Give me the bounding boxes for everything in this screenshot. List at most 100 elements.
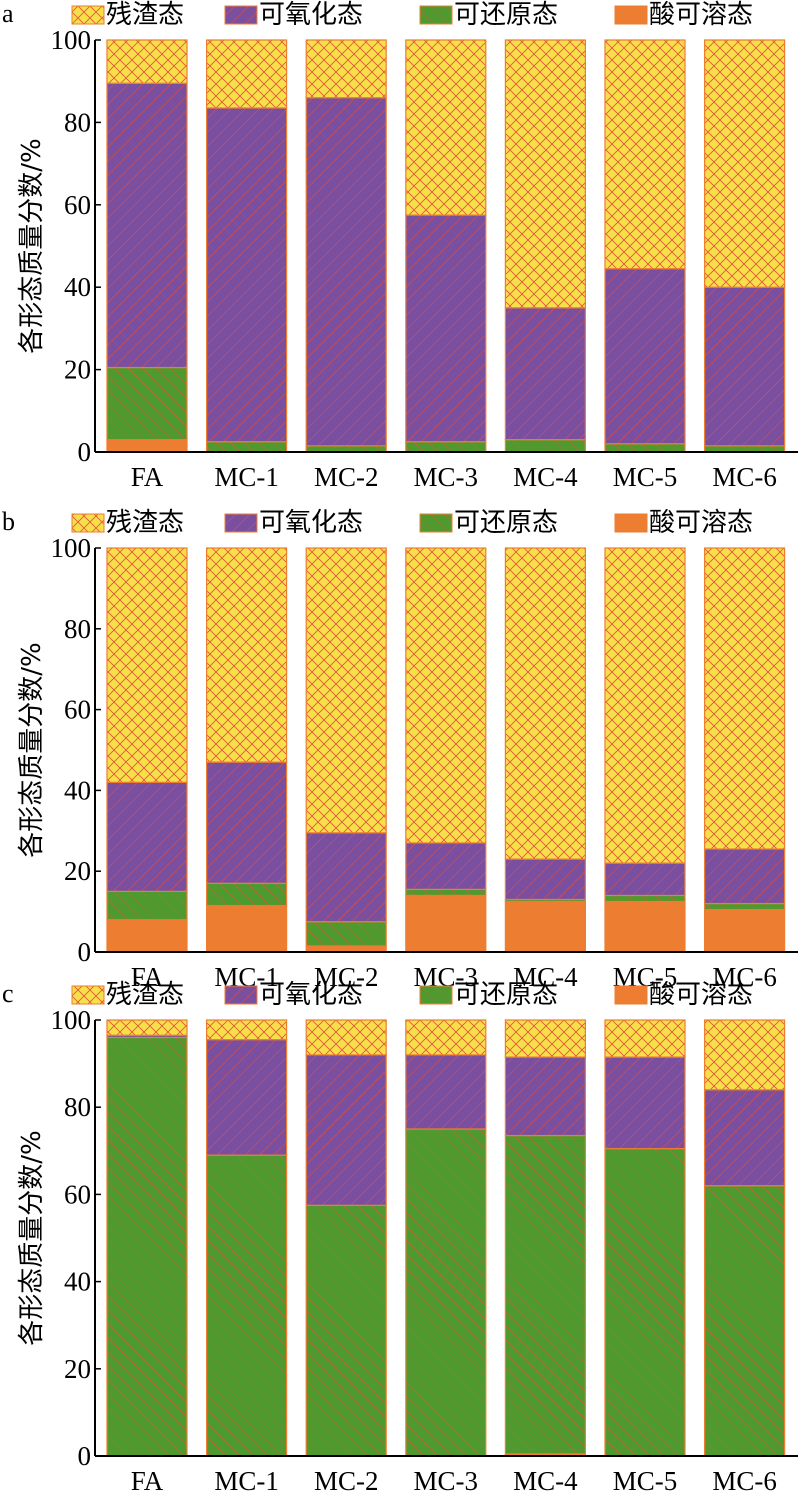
legend-label-residual: 残渣态	[106, 980, 184, 1010]
bar-oxidizable-mc-6	[703, 848, 786, 905]
x-tick-label-mc-6: MC-6	[712, 462, 777, 492]
x-tick-label-mc-1: MC-1	[214, 1466, 279, 1494]
x-tick-label-mc-4: MC-4	[513, 462, 578, 492]
bar-oxidizable-mc-5	[604, 1056, 686, 1150]
bar-residual-mc-1	[206, 1019, 288, 1041]
bar-residual-mc-2	[305, 39, 387, 99]
bar-oxidizable-mc-5	[604, 862, 686, 897]
bar-acid-soluble-mc-4	[504, 900, 586, 953]
bar-oxidizable-fa	[106, 82, 188, 369]
bar-oxidizable-mc-6	[703, 286, 786, 447]
bar-reducible-fa	[106, 366, 188, 441]
y-tick-label: 100	[51, 1005, 92, 1035]
bar-oxidizable-mc-2	[305, 97, 387, 447]
y-tick-label: 20	[64, 1354, 91, 1384]
bar-oxidizable-mc-1	[206, 761, 288, 884]
bar-residual-mc-5	[604, 547, 686, 864]
bar-residual-mc-1	[206, 39, 288, 109]
legend-swatch-oxidizable	[224, 5, 258, 25]
bar-reducible-mc-6	[703, 1185, 786, 1457]
bar-residual-mc-5	[604, 39, 686, 270]
legend-label-oxidizable: 可氧化态	[259, 980, 363, 1010]
bar-oxidizable-mc-1	[206, 1039, 288, 1156]
bar-reducible-mc-1	[206, 1154, 288, 1457]
panel-letter: c	[2, 979, 14, 1008]
bar-residual-mc-4	[504, 547, 586, 860]
bar-oxidizable-mc-3	[405, 214, 487, 443]
y-axis-label: 各形态质量分数/%	[17, 1130, 47, 1345]
bar-reducible-mc-1	[206, 882, 288, 907]
x-tick-label-mc-3: MC-3	[414, 462, 479, 492]
y-tick-label: 40	[64, 272, 91, 302]
x-tick-label-fa: FA	[131, 462, 164, 492]
bar-residual-mc-4	[504, 1019, 586, 1058]
bar-oxidizable-fa	[106, 781, 188, 893]
bar-reducible-mc-5	[604, 1148, 686, 1457]
x-tick-label-mc-2: MC-2	[314, 1466, 379, 1494]
legend-label-reducible: 可还原态	[454, 980, 558, 1010]
bar-reducible-mc-4	[504, 1134, 586, 1455]
legend-swatch-reducible	[419, 985, 453, 1005]
bar-oxidizable-mc-2	[305, 1054, 387, 1206]
y-tick-label: 60	[64, 1179, 91, 1209]
y-tick-label: 0	[78, 1441, 92, 1471]
bar-residual-mc-5	[604, 1019, 686, 1058]
y-tick-label: 100	[51, 25, 92, 55]
bar-reducible-mc-5	[604, 894, 686, 903]
y-tick-label: 20	[64, 856, 91, 886]
x-tick-label-mc-6: MC-6	[712, 1466, 777, 1494]
legend: 残渣态 可氧化态 可还原态 酸可溶态	[71, 980, 753, 1010]
bar-residual-mc-6	[703, 1019, 786, 1091]
x-tick-label-mc-3: MC-3	[414, 1466, 479, 1494]
legend-label-acid-soluble: 酸可溶态	[649, 508, 753, 538]
x-tick-label-mc-4: MC-4	[513, 962, 578, 992]
bar-oxidizable-mc-5	[604, 268, 686, 445]
y-tick-label: 0	[78, 437, 92, 467]
legend-swatch-oxidizable	[224, 985, 258, 1005]
bar-oxidizable-mc-4	[504, 307, 586, 441]
legend-label-oxidizable: 可氧化态	[259, 508, 363, 538]
bar-oxidizable-mc-4	[504, 1056, 586, 1137]
y-tick-label: 0	[78, 937, 92, 967]
bar-reducible-mc-3	[405, 888, 487, 897]
x-tick-label-mc-2: MC-2	[314, 462, 379, 492]
legend-label-reducible: 可还原态	[454, 0, 558, 30]
bar-reducible-mc-2	[305, 921, 387, 947]
bar-oxidizable-mc-3	[405, 842, 487, 890]
panel-letter: b	[2, 507, 15, 536]
y-tick-label: 100	[51, 533, 92, 563]
bar-residual-mc-3	[405, 547, 487, 844]
y-axis-label: 各形态质量分数/%	[17, 138, 47, 353]
x-tick-label-mc-1: MC-1	[214, 462, 279, 492]
legend-label-oxidizable: 可氧化态	[259, 0, 363, 30]
bar-oxidizable-mc-1	[206, 107, 288, 443]
bar-residual-mc-3	[405, 39, 487, 216]
bar-reducible-mc-3	[405, 441, 487, 453]
x-tick-label-fa: FA	[131, 962, 164, 992]
bar-reducible-mc-6	[703, 902, 786, 911]
bar-acid-soluble-mc-6	[703, 908, 786, 953]
bar-reducible-fa	[106, 1036, 188, 1457]
x-tick-label-mc-2: MC-2	[314, 962, 379, 992]
y-tick-label: 80	[64, 1092, 91, 1122]
bar-acid-soluble-mc-3	[405, 894, 487, 953]
panel-letter: a	[2, 0, 14, 28]
bar-residual-mc-3	[405, 1019, 487, 1056]
bar-reducible-mc-5	[604, 443, 686, 453]
bar-residual-fa	[106, 1019, 188, 1036]
y-tick-label: 80	[64, 107, 91, 137]
legend-label-residual: 残渣态	[106, 0, 184, 30]
bar-oxidizable-mc-6	[703, 1089, 786, 1187]
x-tick-label-mc-5: MC-5	[613, 1466, 678, 1494]
bar-residual-fa	[106, 39, 188, 84]
bar-reducible-fa	[106, 890, 188, 921]
legend-label-acid-soluble: 酸可溶态	[649, 0, 753, 30]
y-tick-label: 40	[64, 1267, 91, 1297]
legend: 残渣态 可氧化态 可还原态 酸可溶态	[71, 508, 753, 538]
x-tick-label-mc-5: MC-5	[613, 462, 678, 492]
bar-oxidizable-mc-3	[405, 1054, 487, 1130]
